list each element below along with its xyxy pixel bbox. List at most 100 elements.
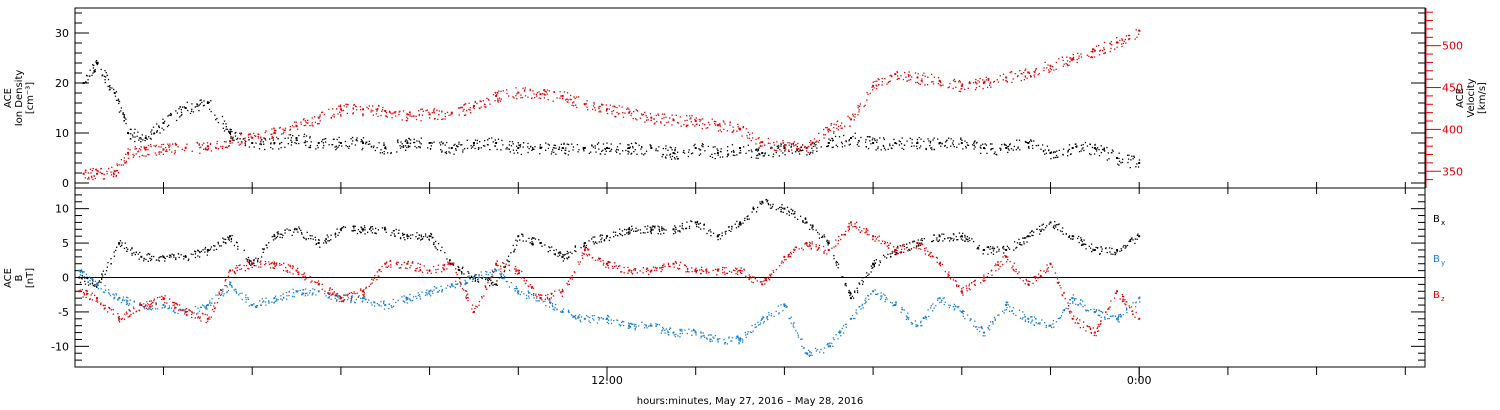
- density-dot: [106, 74, 108, 77]
- density-dot: [401, 143, 403, 145]
- by-dot: [502, 277, 504, 280]
- velocity-dot: [975, 82, 977, 84]
- by-dot: [307, 294, 309, 296]
- density-dot: [792, 142, 794, 145]
- velocity-dot: [1065, 62, 1067, 65]
- by-dot: [1117, 317, 1119, 319]
- bx-dot: [468, 272, 470, 274]
- by-dot: [1006, 301, 1009, 304]
- bx-dot: [407, 237, 409, 240]
- by-dot: [100, 288, 102, 290]
- bz-dot: [132, 312, 134, 314]
- velocity-dot: [645, 115, 647, 117]
- velocity-dot: [719, 129, 721, 131]
- velocity-dot: [241, 142, 243, 144]
- density-dot: [966, 141, 968, 144]
- by-dot: [200, 306, 202, 309]
- bx-dot: [1129, 239, 1132, 241]
- density-dot: [732, 149, 735, 152]
- velocity-dot: [1025, 68, 1027, 70]
- velocity-dot: [592, 105, 595, 107]
- by-dot: [922, 317, 924, 319]
- bz-dot: [353, 291, 355, 293]
- velocity-dot: [388, 111, 391, 113]
- by-dot: [811, 354, 813, 356]
- by-dot: [222, 295, 224, 297]
- bx-point: [805, 221, 808, 224]
- bx-dot: [746, 216, 748, 218]
- bz-dot: [255, 265, 257, 267]
- velocity-dot: [91, 169, 93, 172]
- bx-dot: [1041, 224, 1043, 226]
- velocity-dot: [203, 142, 205, 144]
- bx-dot: [275, 236, 278, 239]
- by-dot: [969, 318, 971, 320]
- bx-dot: [531, 244, 534, 246]
- by-dot: [575, 318, 577, 320]
- bx-dot: [404, 239, 406, 241]
- velocity-dot: [500, 90, 502, 93]
- velocity-dot: [474, 100, 476, 103]
- density-dot: [1108, 158, 1110, 160]
- by-dot: [312, 293, 314, 295]
- bz-dot: [336, 294, 338, 297]
- bz-dot: [209, 318, 211, 320]
- bx-dot: [592, 236, 594, 238]
- by-dot: [674, 336, 676, 338]
- bx-dot: [816, 231, 819, 234]
- density-dot: [594, 145, 596, 147]
- velocity-dot: [640, 113, 643, 115]
- velocity-dot: [833, 131, 835, 133]
- density-dot: [470, 144, 472, 147]
- density-dot: [534, 145, 536, 148]
- bz-dot: [343, 299, 346, 301]
- velocity-dot: [559, 97, 561, 99]
- density-dot: [999, 147, 1001, 149]
- bx-dot: [632, 230, 635, 232]
- density-dot: [864, 141, 867, 143]
- by-dot: [248, 305, 250, 307]
- velocity-dot: [247, 134, 250, 136]
- bz-dot: [287, 264, 290, 266]
- bx-dot: [459, 269, 461, 272]
- velocity-dot: [91, 177, 93, 179]
- bz-dot: [379, 268, 381, 271]
- by-dot: [280, 295, 282, 297]
- bx-dot: [330, 239, 332, 241]
- by-dot: [1035, 318, 1037, 320]
- bz-dot: [245, 264, 248, 267]
- by-point: [406, 297, 409, 300]
- density-dot: [892, 144, 894, 147]
- velocity-dot: [527, 96, 529, 98]
- velocity-dot: [793, 141, 796, 143]
- by-dot: [1024, 320, 1027, 323]
- density-dot: [105, 71, 107, 74]
- velocity-dot: [442, 118, 444, 120]
- velocity-dot: [1103, 52, 1105, 55]
- density-dot: [360, 139, 363, 141]
- density-dot: [396, 140, 399, 142]
- density-dot: [664, 156, 667, 158]
- by-dot: [987, 328, 990, 330]
- by-dot: [1027, 321, 1030, 323]
- by-dot: [1031, 316, 1033, 318]
- bx-dot: [849, 291, 851, 293]
- bz-dot: [264, 260, 267, 263]
- density-dot: [898, 140, 900, 142]
- velocity-dot: [84, 169, 87, 171]
- velocity-point: [495, 94, 498, 97]
- bx-dot: [159, 256, 161, 258]
- bx-dot: [918, 242, 921, 244]
- bx-dot: [420, 236, 423, 238]
- bx-dot: [1092, 248, 1094, 251]
- by-dot: [1024, 319, 1027, 321]
- bz-dot: [194, 317, 196, 319]
- bz-dot: [145, 304, 147, 306]
- velocity-dot: [472, 106, 475, 108]
- velocity-dot: [600, 103, 603, 105]
- density-dot: [449, 152, 451, 154]
- density-dot: [671, 155, 674, 158]
- bx-dot: [171, 253, 173, 255]
- velocity-dot: [657, 114, 660, 116]
- density-dot: [980, 144, 982, 146]
